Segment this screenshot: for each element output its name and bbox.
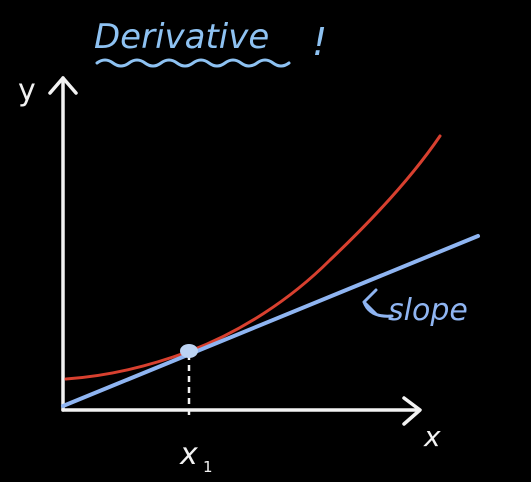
- tangent-line: [61, 234, 480, 408]
- title-underline: [95, 58, 291, 68]
- point-label-x: x: [179, 437, 198, 472]
- x-axis-arrowhead: [402, 396, 422, 426]
- tangent-point: [180, 344, 198, 358]
- point-label-subscript: 1: [203, 458, 213, 476]
- function-curve: [64, 134, 442, 381]
- y-axis-arrowhead: [48, 76, 78, 95]
- diagram-title: Derivative: [94, 17, 269, 57]
- y-axis-label: y: [18, 73, 36, 108]
- title-exclamation: !: [312, 20, 327, 64]
- x-axis-label: x: [423, 420, 441, 453]
- slope-arrow-icon: [362, 288, 394, 318]
- slope-label: slope: [388, 293, 468, 328]
